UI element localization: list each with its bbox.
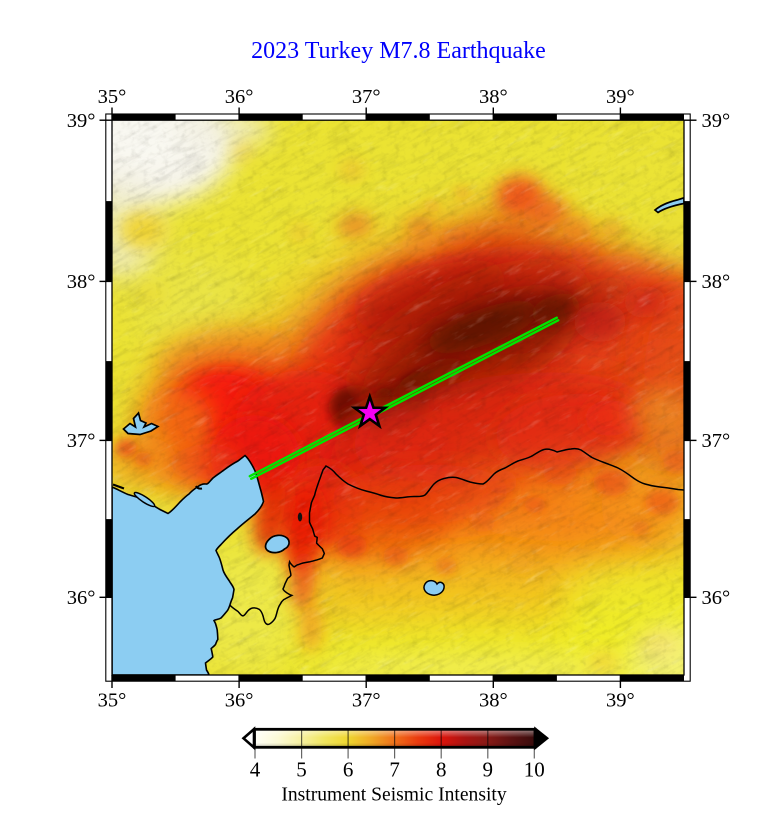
svg-text:37°: 37° bbox=[702, 430, 731, 452]
svg-text:38°: 38° bbox=[67, 271, 96, 293]
svg-text:7: 7 bbox=[389, 758, 400, 782]
svg-text:39°: 39° bbox=[702, 110, 731, 132]
svg-text:37°: 37° bbox=[352, 86, 381, 108]
svg-text:36°: 36° bbox=[225, 86, 254, 108]
svg-text:4: 4 bbox=[250, 758, 261, 782]
svg-text:37°: 37° bbox=[352, 690, 381, 712]
svg-text:36°: 36° bbox=[702, 587, 731, 609]
svg-text:2023 Turkey M7.8 Earthquake: 2023 Turkey M7.8 Earthquake bbox=[251, 38, 546, 64]
svg-text:35°: 35° bbox=[98, 86, 127, 108]
svg-text:37°: 37° bbox=[67, 430, 96, 452]
svg-text:39°: 39° bbox=[606, 690, 635, 712]
svg-text:39°: 39° bbox=[606, 86, 635, 108]
svg-text:35°: 35° bbox=[98, 690, 127, 712]
svg-text:9: 9 bbox=[483, 758, 494, 782]
svg-text:6: 6 bbox=[343, 758, 354, 782]
svg-text:8: 8 bbox=[436, 758, 447, 782]
svg-text:38°: 38° bbox=[702, 271, 731, 293]
svg-text:38°: 38° bbox=[479, 86, 508, 108]
svg-text:38°: 38° bbox=[479, 690, 508, 712]
svg-text:5: 5 bbox=[296, 758, 307, 782]
svg-text:39°: 39° bbox=[67, 110, 96, 132]
svg-text:36°: 36° bbox=[225, 690, 254, 712]
svg-text:10: 10 bbox=[524, 758, 545, 782]
svg-text:36°: 36° bbox=[67, 587, 96, 609]
svg-text:Instrument Seismic Intensity: Instrument Seismic Intensity bbox=[281, 785, 507, 806]
